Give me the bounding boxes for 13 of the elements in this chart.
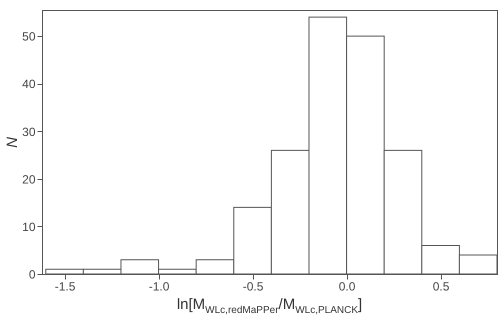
x-tick-label: -1.0: [148, 280, 170, 294]
x-axis-title: ln[M$_{WLc,redMaPPer}$/M$_{WLc,PLANCK}$]: [176, 296, 364, 316]
y-tick-label: 20: [22, 172, 36, 186]
x-tick-label: -0.5: [242, 280, 264, 294]
x-tick-label: 0.5: [432, 280, 450, 294]
y-tick-label: 30: [22, 124, 36, 139]
y-tick-label: 40: [22, 77, 36, 92]
y-tick-label: 0: [28, 268, 36, 282]
y-axis-title: N: [4, 136, 22, 148]
x-tick-label: -1.5: [54, 280, 76, 294]
x-tick-label: 0.0: [338, 280, 356, 294]
y-tick-label: 50: [22, 30, 36, 44]
y-tick-label: 10: [22, 220, 36, 234]
